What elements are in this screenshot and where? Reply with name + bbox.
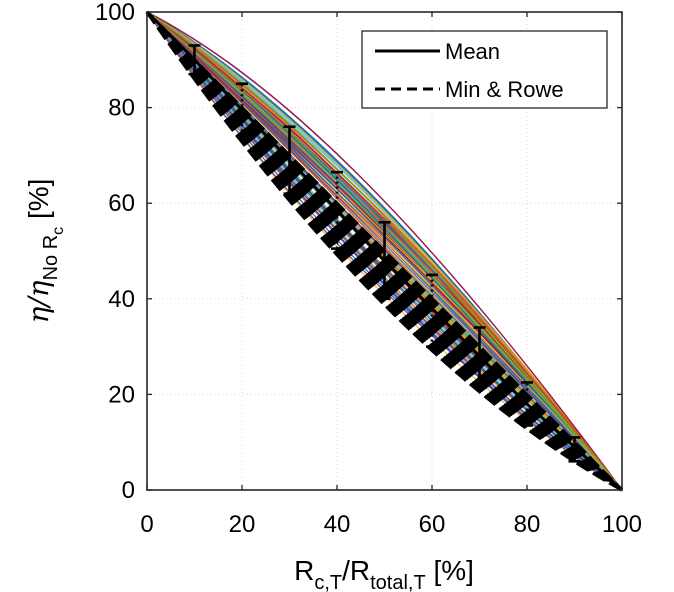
x-axis-title-sub2: total,T <box>370 572 426 592</box>
ensemble-curve <box>146 11 623 491</box>
y-axis-title-eta: η <box>22 306 55 323</box>
legend-mean-label: Mean <box>445 39 500 64</box>
ensemble-curve <box>146 11 623 491</box>
y-tick-label: 0 <box>122 477 135 504</box>
legend: Mean Min & Rowe <box>361 30 608 109</box>
y-axis-title-subsub: c <box>50 227 67 235</box>
errorbars <box>188 44 581 463</box>
y-tick-label: 40 <box>108 286 135 313</box>
x-tick-label: 100 <box>602 511 642 538</box>
x-axis-title-sub1: c,T <box>314 572 342 592</box>
y-tick-label: 20 <box>108 381 135 408</box>
ensemble-curve <box>146 11 623 491</box>
y-tick-label: 80 <box>108 95 135 122</box>
min-rowe-curve <box>145 11 623 492</box>
ensemble-curve <box>146 11 623 491</box>
x-tick-label: 0 <box>140 511 153 538</box>
axis-ticks: 0 20 40 60 80 100 0 20 40 60 80 100 <box>95 0 642 538</box>
y-axis-title-tail: [%] <box>23 179 54 227</box>
y-axis-title-sub: No R <box>40 235 62 281</box>
x-axis-title-mid: /R <box>342 555 370 586</box>
x-axis-title: Rc,T/Rtotal,T [%] <box>294 555 474 592</box>
legend-box <box>361 30 608 109</box>
x-tick-label: 40 <box>324 511 351 538</box>
min-rowe-curve <box>145 10 624 492</box>
legend-minrowe-label: Min & Rowe <box>445 77 564 102</box>
plot-area-border <box>146 11 623 491</box>
y-tick-label: 60 <box>108 190 135 217</box>
y-tick-label: 100 <box>95 0 135 26</box>
y-axis-title: η/ηNo Rc [%] <box>22 179 67 324</box>
x-axis-title-main: R <box>294 555 314 586</box>
x-axis-title-tail: [%] <box>426 555 474 586</box>
y-axis-title-slash: /η <box>22 280 55 309</box>
x-tick-label: 80 <box>514 511 541 538</box>
x-tick-label: 60 <box>419 511 446 538</box>
x-tick-label: 20 <box>229 511 256 538</box>
